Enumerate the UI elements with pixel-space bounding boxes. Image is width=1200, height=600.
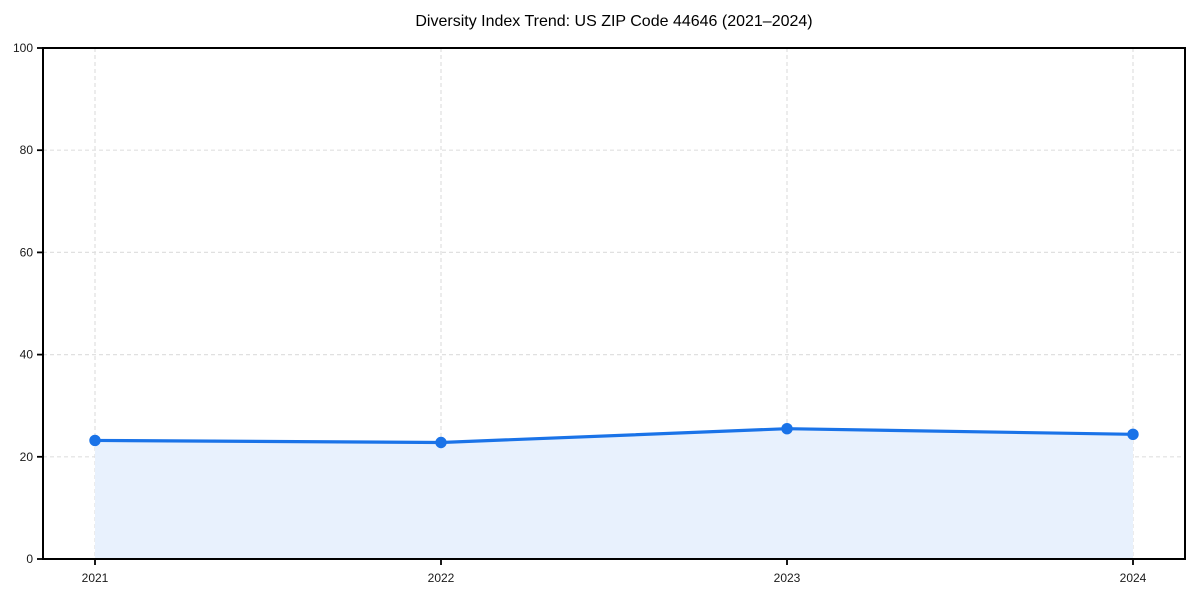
y-tick-label: 80 <box>20 143 34 157</box>
x-tick-label: 2023 <box>774 571 801 585</box>
data-point-2021 <box>89 434 101 447</box>
area-fill <box>95 428 1133 559</box>
y-tick-label: 100 <box>13 41 33 55</box>
data-point-2023 <box>781 422 793 435</box>
trend-line <box>93 427 1135 445</box>
x-tick-label: 2021 <box>82 571 109 585</box>
x-tick-label: 2022 <box>428 571 455 585</box>
y-tick-label: 60 <box>20 245 34 259</box>
data-point-2024 <box>1127 428 1139 441</box>
x-tick-label: 2024 <box>1120 571 1147 585</box>
plot-border <box>42 47 1186 560</box>
data-point-2022 <box>435 436 447 449</box>
chart-title: Diversity Index Trend: US ZIP Code 44646… <box>415 13 813 30</box>
y-tick-label: 0 <box>26 552 33 566</box>
y-tick-label: 40 <box>20 348 34 362</box>
y-tick-label: 20 <box>20 450 34 464</box>
